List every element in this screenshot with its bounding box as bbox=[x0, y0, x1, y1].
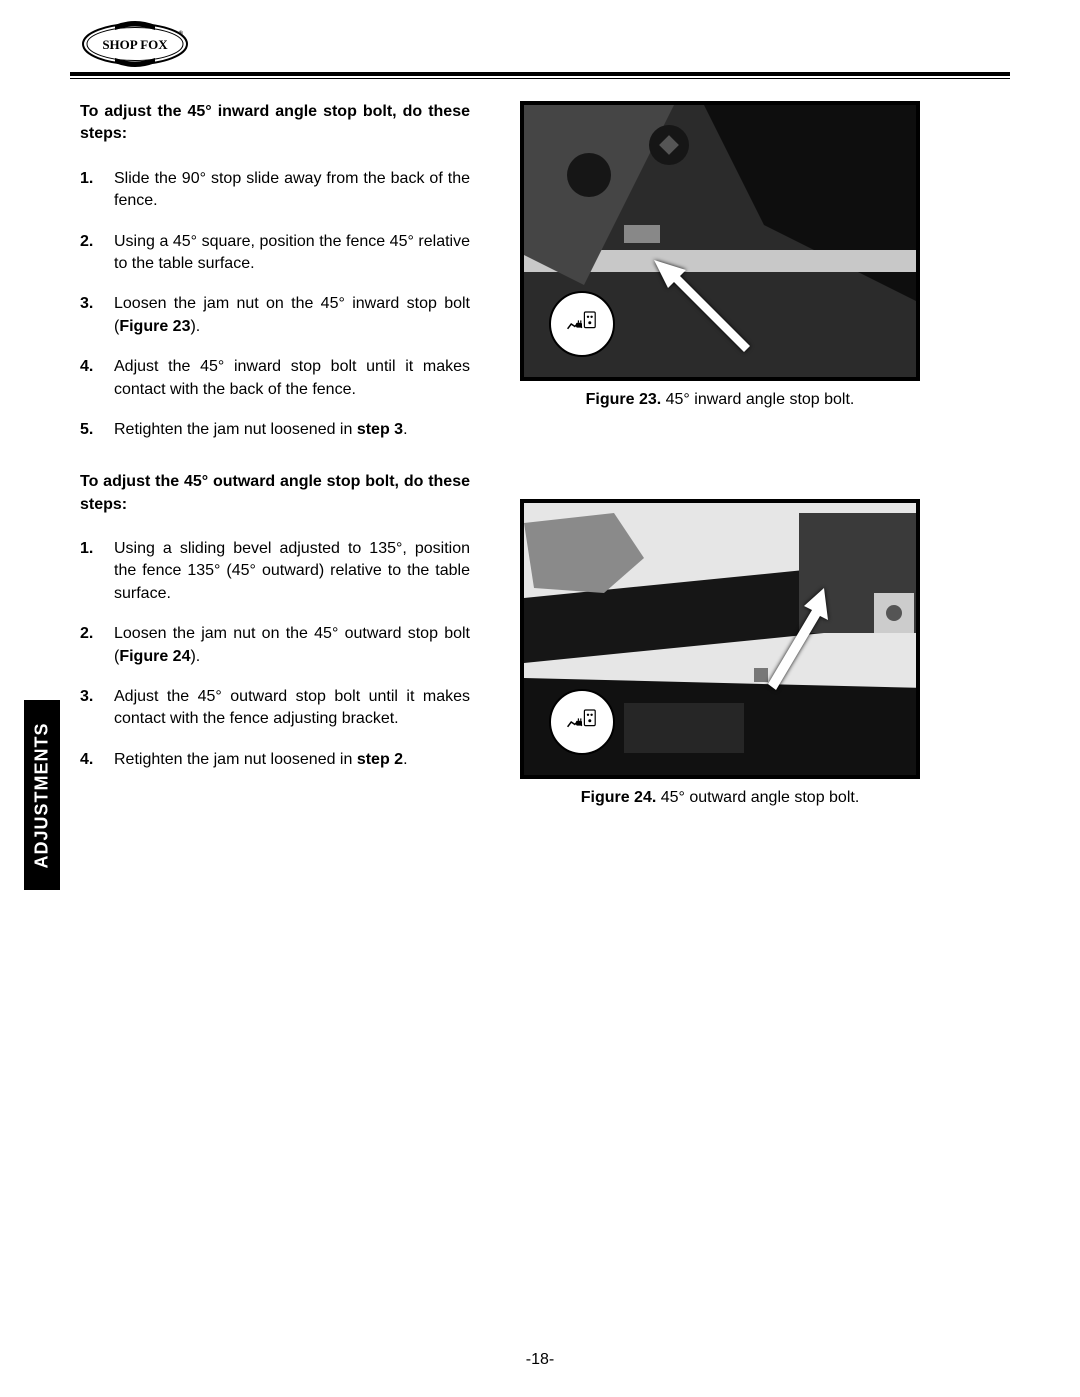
step-item: Using a 45° square, position the fence 4… bbox=[80, 231, 470, 276]
arrow-indicator-icon bbox=[654, 260, 764, 365]
figures-column: Figure 23. 45° inward angle stop bolt. bbox=[520, 101, 920, 897]
step-item: Adjust the 45° inward stop bolt until it… bbox=[80, 356, 470, 401]
section1-intro: To adjust the 45° inward angle stop bolt… bbox=[80, 101, 470, 146]
brand-logo: SHOP FOX ® bbox=[80, 20, 190, 68]
unplug-warning-icon bbox=[549, 291, 615, 357]
figure-24-image bbox=[520, 499, 920, 779]
section2-intro: To adjust the 45° outward angle stop bol… bbox=[80, 471, 470, 516]
instructions-column: To adjust the 45° inward angle stop bolt… bbox=[70, 101, 470, 897]
arrow-indicator-icon bbox=[764, 588, 854, 703]
unplug-warning-icon bbox=[549, 689, 615, 755]
figure-23-caption: Figure 23. 45° inward angle stop bolt. bbox=[520, 391, 920, 409]
svg-text:SHOP FOX: SHOP FOX bbox=[102, 37, 168, 52]
step-item: Retighten the jam nut loosened in step 3… bbox=[80, 419, 470, 441]
section-tab: ADJUSTMENTS bbox=[24, 700, 60, 890]
section1-steps: Slide the 90° stop slide away from the b… bbox=[80, 168, 470, 442]
step-item: Retighten the jam nut loosened in step 2… bbox=[80, 749, 470, 771]
step-item: Loosen the jam nut on the 45° outward st… bbox=[80, 623, 470, 668]
step-item: Slide the 90° stop slide away from the b… bbox=[80, 168, 470, 213]
step-item: Adjust the 45° outward stop bolt until i… bbox=[80, 686, 470, 731]
page-number: -18- bbox=[0, 1351, 1080, 1369]
step-item: Using a sliding bevel adjusted to 135°, … bbox=[80, 538, 470, 605]
header-rule-thick bbox=[70, 72, 1010, 76]
svg-text:®: ® bbox=[179, 30, 184, 37]
figure-24-caption: Figure 24. 45° outward angle stop bolt. bbox=[520, 789, 920, 807]
step-item: Loosen the jam nut on the 45° inward sto… bbox=[80, 293, 470, 338]
page-header: SHOP FOX ® bbox=[70, 20, 1010, 68]
header-rule-thin bbox=[70, 78, 1010, 79]
figure-23-image bbox=[520, 101, 920, 381]
section2-steps: Using a sliding bevel adjusted to 135°, … bbox=[80, 538, 470, 771]
